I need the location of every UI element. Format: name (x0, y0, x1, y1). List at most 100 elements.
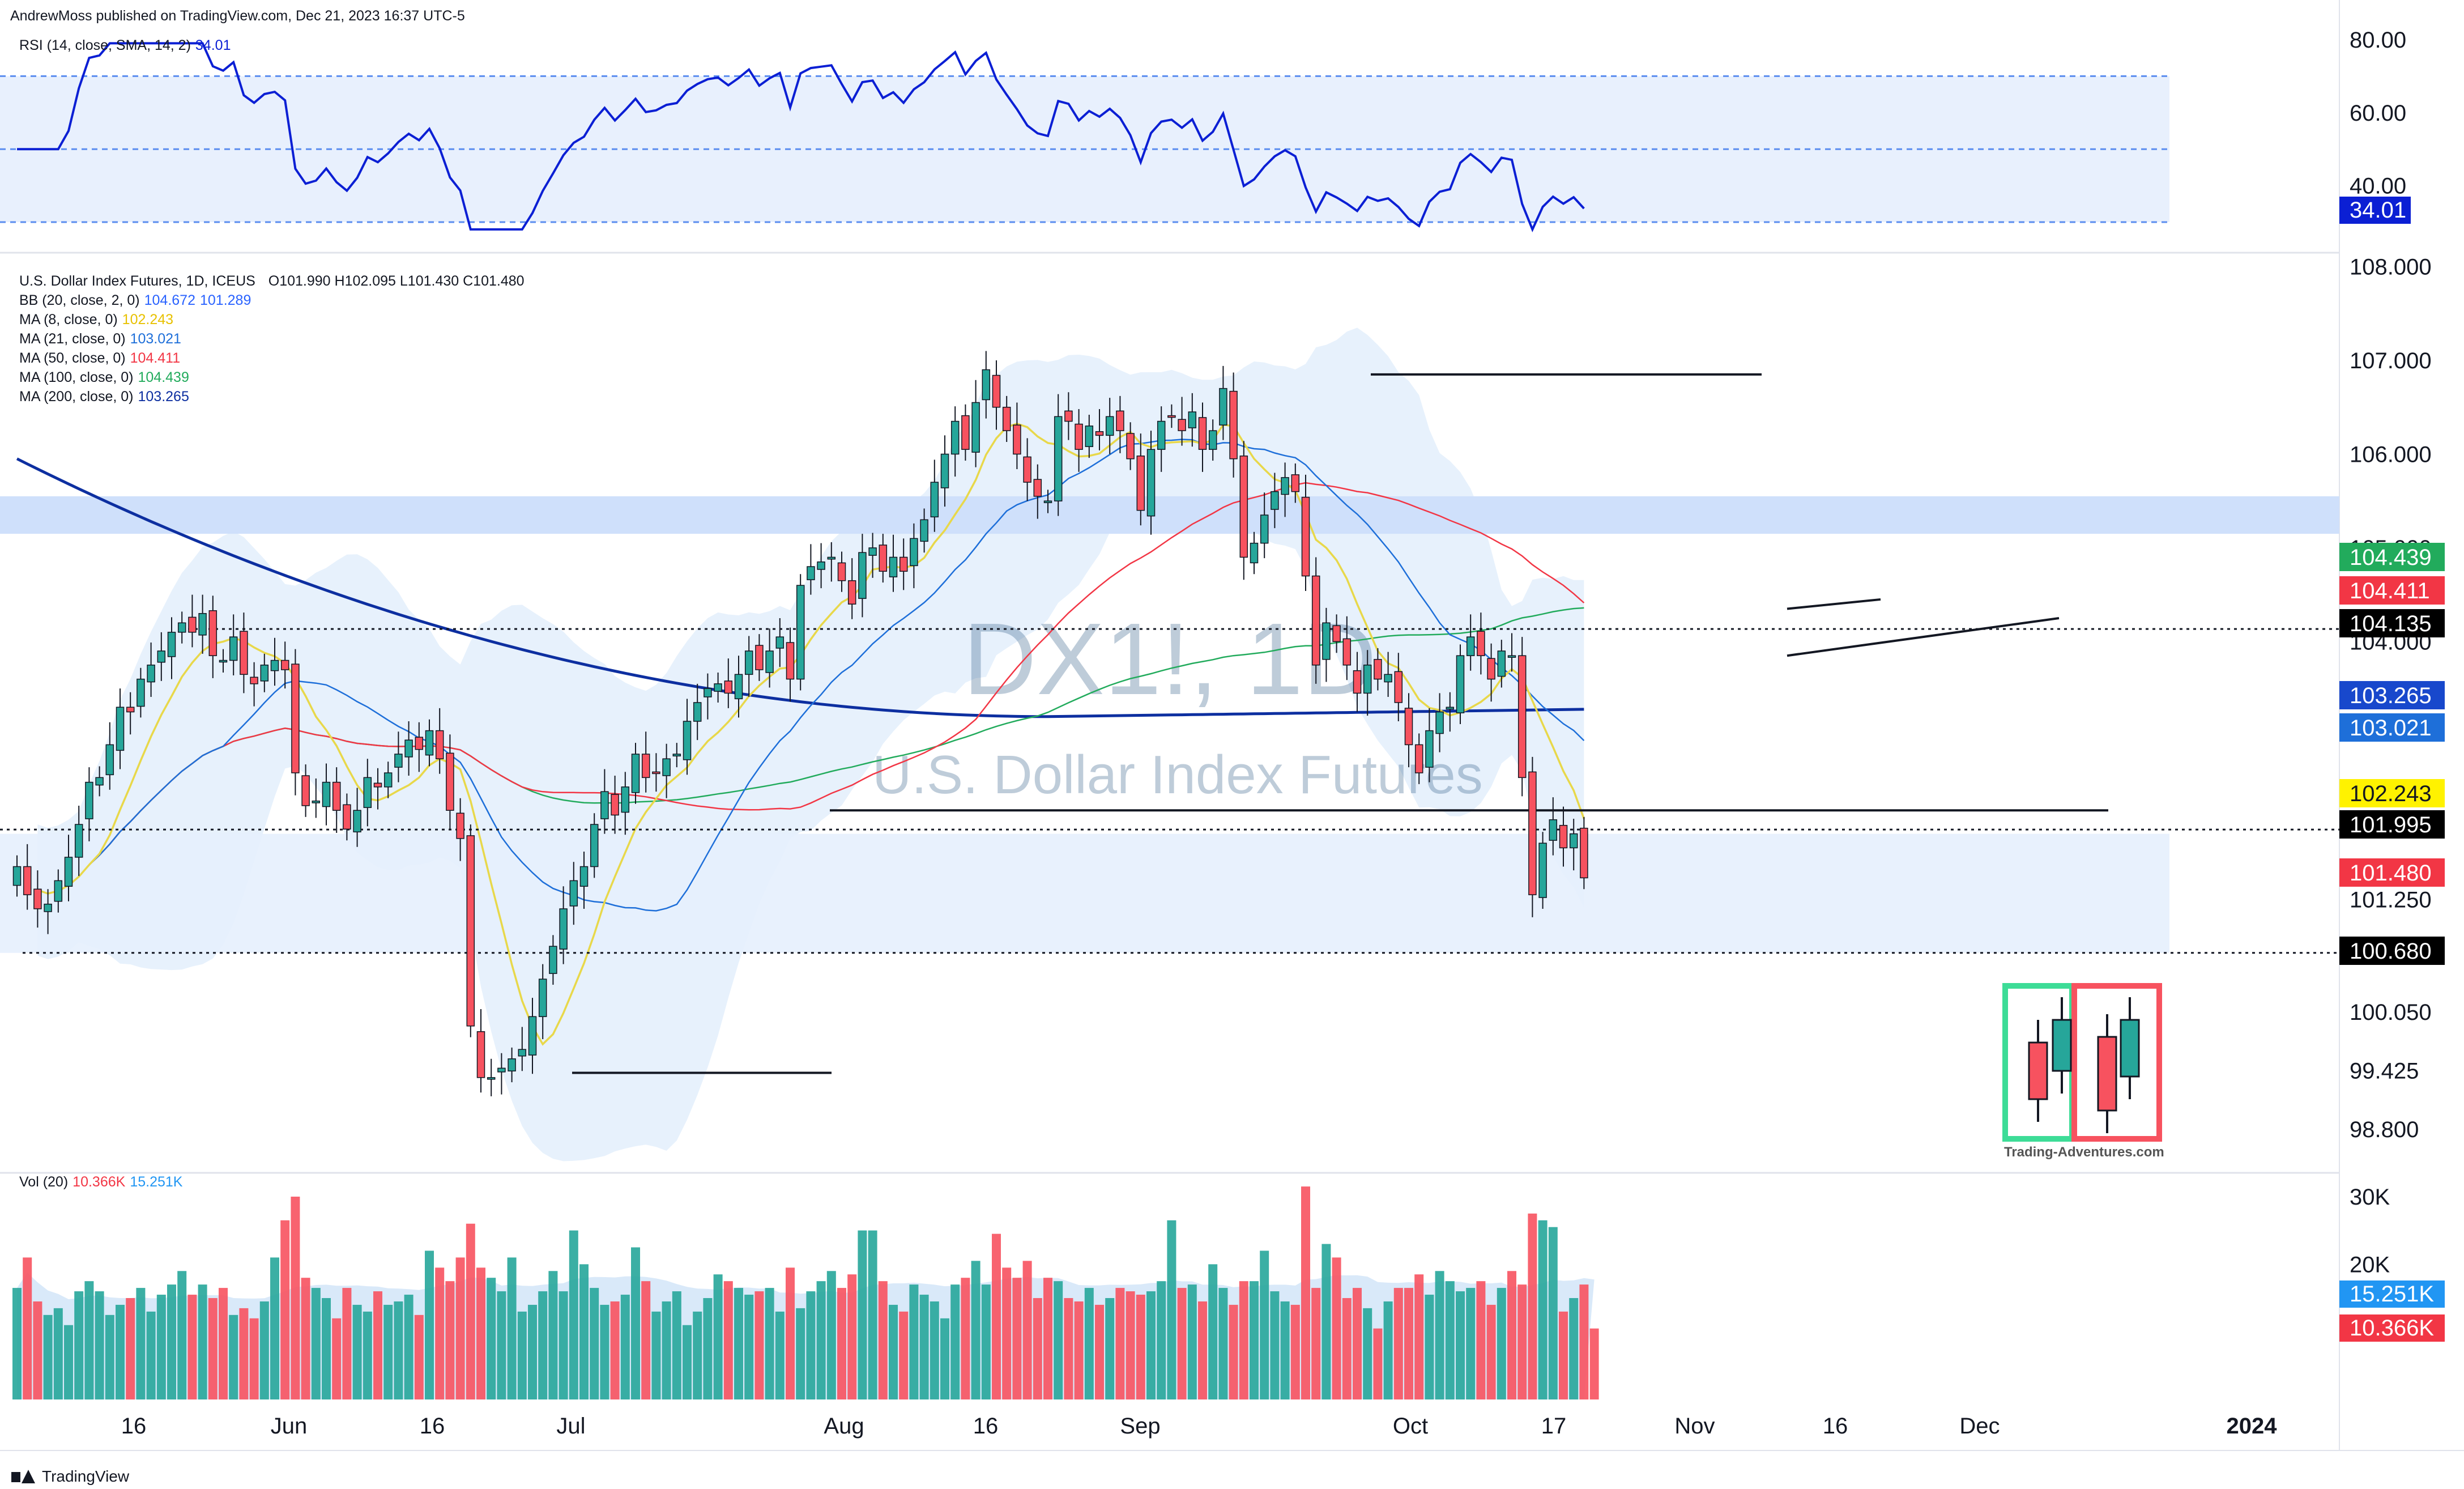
volume-bar (775, 1311, 785, 1399)
trend-line (1787, 598, 1881, 610)
price-axis-tick: 108.000 (2350, 255, 2432, 280)
candle-body (497, 1067, 506, 1073)
volume-bar (1208, 1264, 1218, 1399)
volume-bar (1187, 1284, 1197, 1399)
volume-bar (352, 1304, 362, 1399)
time-axis-tick: Jul (556, 1414, 585, 1439)
time-axis-tick: Oct (1393, 1414, 1428, 1439)
candle-body (559, 908, 568, 950)
indicator-label: MA (8, close, 0) (19, 312, 118, 327)
candle-body (992, 375, 1001, 408)
indicator-legend-row: MA (21, close, 0) 103.021 (19, 331, 181, 347)
volume-bar (1311, 1288, 1321, 1399)
volume-bar (528, 1304, 537, 1399)
volume-bar (703, 1298, 713, 1399)
volume-bar (105, 1314, 114, 1399)
volume-bar (1033, 1298, 1042, 1399)
volume-bar (1589, 1328, 1599, 1399)
footer-brand[interactable]: TradingView (11, 1467, 129, 1486)
volume-bar (1084, 1288, 1094, 1399)
candle-body (126, 707, 135, 713)
volume-bar (1414, 1274, 1424, 1399)
price-label-text: 104.411 (2350, 578, 2430, 603)
candle-body (44, 903, 52, 912)
price-axis-tick: 101.250 (2350, 887, 2432, 912)
candle-body (1528, 771, 1537, 895)
volume-bar (1445, 1281, 1455, 1399)
volume-bar (950, 1284, 960, 1399)
indicator-value: 104.411 (130, 350, 181, 366)
volume-bar (1260, 1250, 1269, 1399)
volume-bar (74, 1291, 84, 1399)
candle-body (1311, 575, 1320, 666)
volume-bar (868, 1230, 877, 1399)
candle-body (518, 1049, 527, 1057)
candle-body (466, 835, 475, 1027)
candle-body (621, 786, 630, 813)
volume-bar (198, 1284, 207, 1399)
volume-bar (1250, 1281, 1259, 1399)
candle-body (817, 561, 825, 570)
volume-bar (1517, 1284, 1527, 1399)
volume-bar (662, 1301, 671, 1399)
volume-bar (1497, 1288, 1506, 1399)
trend-line (1787, 617, 2060, 657)
candle-body (734, 674, 743, 700)
volume-label-box (2339, 1280, 2445, 1308)
volume-bar (538, 1291, 548, 1399)
volume-bar (1301, 1186, 1310, 1399)
candle-body (1446, 707, 1455, 710)
volume-bar (1456, 1291, 1465, 1399)
candle-body (1456, 655, 1465, 713)
price-label-box (2339, 609, 2445, 637)
volume-bar (1363, 1308, 1372, 1399)
rsi-legend-value: 34.01 (195, 37, 231, 53)
candle-body (662, 758, 671, 776)
volume-bar (229, 1314, 238, 1399)
volume-bar (651, 1311, 661, 1399)
candle-body (569, 880, 578, 907)
candle-body (54, 880, 63, 902)
logo-candle-body (2028, 1041, 2048, 1100)
volume-bar (301, 1278, 310, 1399)
volume-bar (1115, 1288, 1125, 1399)
volume-bar (579, 1264, 589, 1399)
candle-body (1085, 426, 1094, 447)
price-label-text: 103.265 (2350, 683, 2432, 708)
candle-body (425, 730, 434, 756)
price-label-text: 101.995 (2350, 812, 2432, 837)
volume-bar (1486, 1304, 1496, 1399)
volume-bar (455, 1257, 465, 1399)
candle-body (930, 482, 939, 518)
volume-bar (1064, 1298, 1073, 1399)
indicator-value: 102.243 (122, 312, 174, 327)
volume-bar (1146, 1291, 1156, 1399)
candle-body (1291, 474, 1300, 492)
volume-bar (1074, 1301, 1084, 1399)
volume-bar (1321, 1244, 1331, 1399)
candle-body (85, 781, 93, 819)
volume-bar (930, 1301, 939, 1399)
volume-bar (981, 1284, 991, 1399)
candle-body (1033, 479, 1042, 497)
candle-body (940, 453, 949, 488)
volume-bar (1043, 1278, 1052, 1399)
volume-bar (1002, 1267, 1012, 1399)
indicator-label: MA (50, close, 0) (19, 350, 126, 366)
price-label-box (2339, 779, 2445, 807)
volume-bar (1569, 1298, 1579, 1399)
candle-body (1580, 827, 1588, 879)
candle-body (1363, 665, 1372, 694)
vol-legend-value-2: 15.251K (130, 1174, 183, 1190)
candle-body (1188, 411, 1197, 428)
candle-body (1250, 542, 1259, 564)
volume-bar (270, 1257, 279, 1399)
indicator-value: 101.289 (199, 292, 251, 308)
volume-bar (404, 1295, 413, 1399)
volume-bar (620, 1295, 630, 1399)
indicator-value: 103.265 (138, 389, 189, 405)
indicator-label: MA (200, close, 0) (19, 389, 134, 405)
volume-bar (971, 1261, 981, 1399)
candle-body (1538, 843, 1547, 898)
volume-bar (322, 1298, 331, 1399)
